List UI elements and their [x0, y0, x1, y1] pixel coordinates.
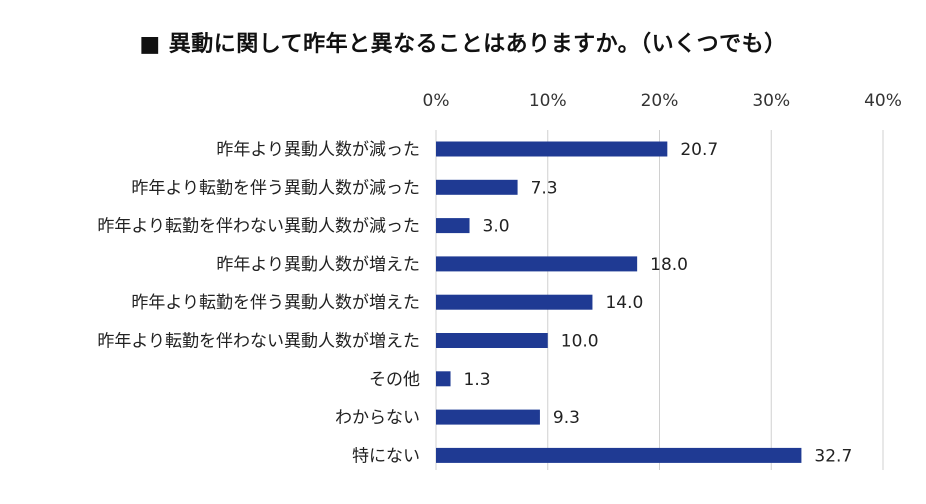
category-label: 昨年より転勤を伴う異動人数が増えた [131, 293, 420, 313]
value-label: 14.0 [605, 293, 643, 313]
bar [436, 256, 638, 272]
category-label: 特にない [352, 446, 420, 466]
x-tick-label: 30% [752, 91, 790, 111]
value-labels: 20.7 7.3 3.0 18.0 14.0 10.0 1.3 9.3 32.7 [464, 140, 853, 466]
value-label: 20.7 [680, 140, 718, 160]
bar [436, 333, 548, 348]
x-axis-ticks: 0% 10% 20% 30% 40% [423, 91, 902, 111]
bar [436, 447, 802, 463]
bar [436, 179, 518, 195]
bar [436, 141, 668, 157]
x-tick-label: 40% [864, 91, 902, 111]
category-label: 昨年より異動人数が減った [216, 140, 420, 160]
value-label: 10.0 [561, 332, 599, 352]
value-label: 7.3 [531, 178, 558, 198]
value-label: 3.0 [483, 217, 510, 237]
x-tick-label: 10% [529, 91, 567, 111]
bar [436, 409, 540, 425]
value-label: 32.7 [814, 446, 852, 466]
bars [436, 141, 802, 463]
value-label: 9.3 [553, 408, 580, 428]
category-label: 昨年より転勤を伴わない異動人数が増えた [97, 332, 420, 352]
category-label: 昨年より転勤を伴う異動人数が減った [131, 178, 420, 198]
bar [436, 294, 593, 310]
category-label: 昨年より異動人数が増えた [216, 255, 420, 275]
value-label: 18.0 [650, 255, 688, 275]
category-labels: 昨年より異動人数が減った昨年より転勤を伴う異動人数が減った昨年より転勤を伴わない… [97, 140, 420, 466]
chart-title: ■ 異動に関して昨年と異なることはありますか。（いくつでも） [139, 32, 787, 57]
bar [436, 371, 451, 387]
x-tick-label: 20% [641, 91, 679, 111]
bar [436, 218, 470, 234]
category-label: 昨年より転勤を伴わない異動人数が減った [97, 217, 420, 237]
category-label: わからない [335, 408, 420, 428]
value-label: 1.3 [464, 370, 491, 390]
x-tick-label: 0% [423, 91, 450, 111]
category-label: その他 [369, 370, 420, 390]
